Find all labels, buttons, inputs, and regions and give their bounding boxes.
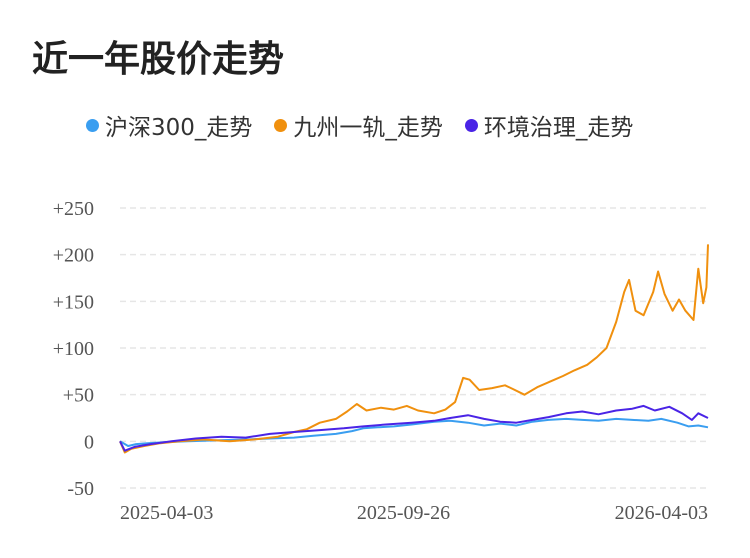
legend-item-jiuzhou[interactable]: 九州一轨_走势	[274, 108, 443, 142]
chart-title: 近一年股价走势	[32, 39, 285, 80]
y-tick-label: -50	[67, 478, 94, 500]
x-tick-label: 2026-04-03	[615, 502, 708, 524]
grid-lines	[120, 207, 708, 489]
series-line-1[interactable]	[119, 244, 709, 454]
x-tick-label: 2025-09-26	[357, 502, 450, 524]
legend-label: 环境治理_走势	[483, 115, 634, 141]
legend-label: 沪深300_走势	[105, 115, 253, 141]
chart-legend: 沪深300_走势 九州一轨_走势 环境治理_走势	[86, 108, 655, 142]
y-tick-label: +150	[53, 291, 94, 313]
legend-item-environment[interactable]: 环境治理_走势	[464, 108, 634, 142]
legend-label: 九州一轨_走势	[293, 115, 443, 141]
legend-marker-icon	[86, 118, 99, 132]
series-lines	[119, 244, 709, 454]
y-tick-label: 0	[84, 431, 94, 453]
series-line-2[interactable]	[119, 404, 709, 452]
y-axis-ticks: +250 +200 +150 +100 +50 0 -50	[53, 198, 94, 500]
x-tick-label: 2025-04-03	[120, 502, 213, 524]
y-tick-label: +100	[53, 338, 94, 360]
y-tick-label: +250	[53, 198, 94, 220]
legend-marker-icon	[274, 118, 288, 132]
legend-marker-icon	[464, 118, 478, 132]
legend-item-hs300[interactable]: 沪深300_走势	[86, 108, 252, 142]
y-tick-label: +200	[53, 245, 94, 267]
y-tick-label: +50	[63, 385, 94, 407]
x-axis-ticks: 2025-04-03 2025-09-26 2026-04-03	[120, 502, 708, 524]
